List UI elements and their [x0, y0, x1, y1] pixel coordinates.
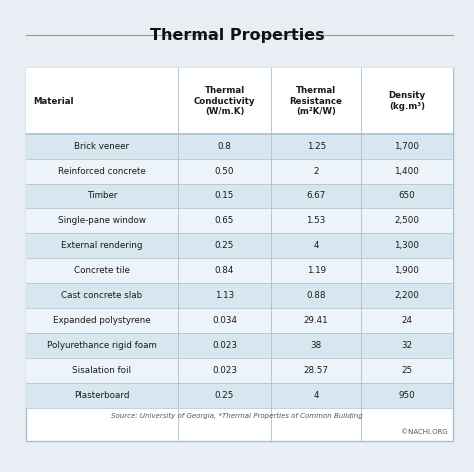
Text: 2: 2	[313, 167, 319, 176]
Text: Thermal
Conductivity
(W/m.K): Thermal Conductivity (W/m.K)	[194, 86, 255, 116]
Text: Plasterboard: Plasterboard	[74, 391, 129, 400]
Text: 0.25: 0.25	[215, 391, 234, 400]
Text: 29.41: 29.41	[304, 316, 328, 325]
Text: Polyurethance rigid foam: Polyurethance rigid foam	[47, 341, 157, 350]
Text: 1,900: 1,900	[394, 266, 419, 275]
Text: 6.67: 6.67	[307, 192, 326, 201]
Text: 0.65: 0.65	[215, 216, 234, 226]
Text: 32: 32	[401, 341, 412, 350]
Text: 38: 38	[310, 341, 322, 350]
Text: Single-pane window: Single-pane window	[58, 216, 146, 226]
Text: 1.13: 1.13	[215, 291, 234, 300]
Text: 24: 24	[401, 316, 412, 325]
Text: 1.53: 1.53	[307, 216, 326, 226]
Text: 0.50: 0.50	[215, 167, 234, 176]
Text: Timber: Timber	[87, 192, 117, 201]
Text: Thermal Properties: Thermal Properties	[150, 28, 324, 43]
Text: 0.15: 0.15	[215, 192, 234, 201]
Text: 1.25: 1.25	[307, 142, 326, 151]
Text: 0.023: 0.023	[212, 341, 237, 350]
Text: Reinforced concrete: Reinforced concrete	[58, 167, 146, 176]
Text: 0.88: 0.88	[306, 291, 326, 300]
Text: 950: 950	[399, 391, 415, 400]
Text: 4: 4	[313, 391, 319, 400]
Text: 25: 25	[401, 366, 412, 375]
Text: 0.034: 0.034	[212, 316, 237, 325]
Text: ©NACHI.ORG: ©NACHI.ORG	[401, 429, 448, 435]
Text: 0.023: 0.023	[212, 366, 237, 375]
Text: 0.84: 0.84	[215, 266, 234, 275]
Text: 1.19: 1.19	[307, 266, 326, 275]
Text: 2,200: 2,200	[394, 291, 419, 300]
Text: 0.25: 0.25	[215, 241, 234, 250]
Text: Cast concrete slab: Cast concrete slab	[61, 291, 142, 300]
Text: Thermal
Resistance
(m²K/W): Thermal Resistance (m²K/W)	[290, 86, 343, 116]
Text: 1,700: 1,700	[394, 142, 419, 151]
Text: 1,300: 1,300	[394, 241, 419, 250]
Text: External rendering: External rendering	[61, 241, 143, 250]
Text: 4: 4	[313, 241, 319, 250]
Text: Expanded polystyrene: Expanded polystyrene	[53, 316, 151, 325]
Text: 650: 650	[399, 192, 415, 201]
Text: 2,500: 2,500	[394, 216, 419, 226]
Text: 0.8: 0.8	[218, 142, 231, 151]
Text: Material: Material	[33, 97, 73, 106]
Text: Concrete tile: Concrete tile	[74, 266, 130, 275]
Text: 1,400: 1,400	[394, 167, 419, 176]
Text: Sisalation foil: Sisalation foil	[73, 366, 131, 375]
Text: Source: University of Georgia, *Thermal Properties of Common Building: Source: University of Georgia, *Thermal …	[111, 413, 363, 419]
Text: Brick veneer: Brick veneer	[74, 142, 129, 151]
Text: 28.57: 28.57	[304, 366, 328, 375]
Text: Density
(kg.m³): Density (kg.m³)	[388, 92, 425, 111]
